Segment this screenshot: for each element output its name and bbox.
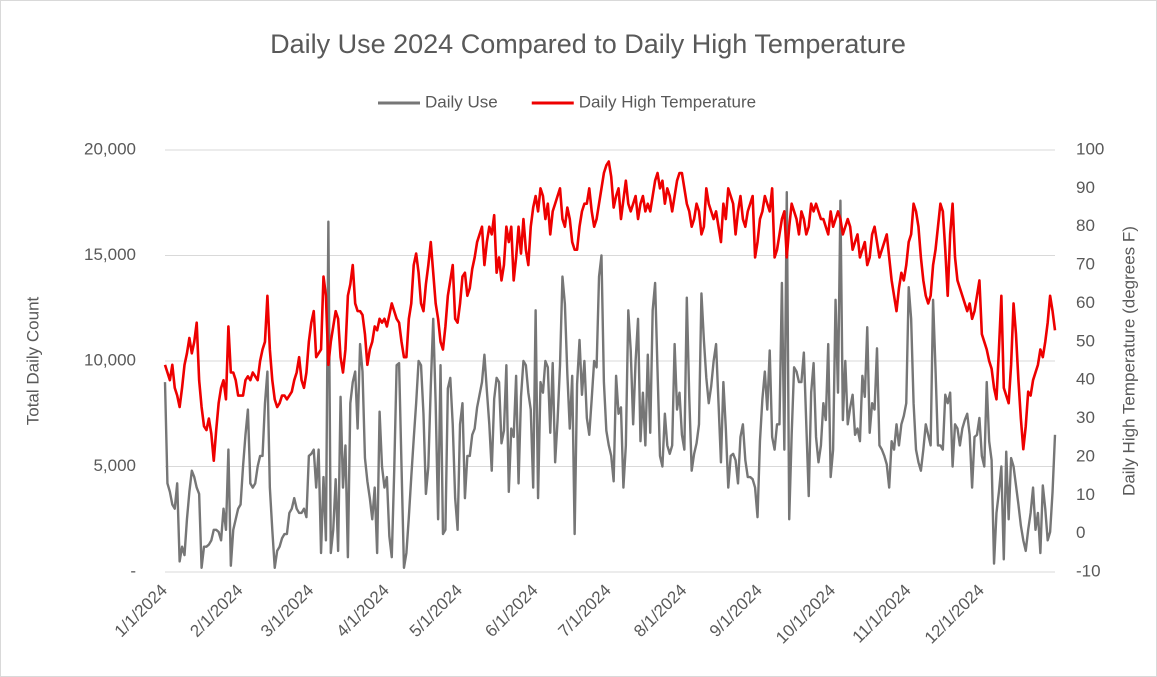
chart-title: Daily Use 2024 Compared to Daily High Te… [270, 29, 906, 59]
y2-tick-label: 10 [1076, 485, 1095, 504]
y2-tick-label: 80 [1076, 216, 1095, 235]
y2-tick-label: 20 [1076, 446, 1095, 465]
y2-tick-label: 50 [1076, 331, 1095, 350]
y2-tick-label: 100 [1076, 139, 1104, 158]
y2-tick-label: 70 [1076, 255, 1095, 274]
legend-label: Daily High Temperature [579, 92, 756, 111]
y-tick-label: 5,000 [93, 456, 136, 475]
y2-tick-label: -10 [1076, 561, 1101, 580]
series-line [163, 160, 1057, 463]
series-line [163, 191, 1057, 569]
y-tick-label: 15,000 [84, 245, 136, 264]
y-tick-label: - [130, 561, 136, 580]
legend-label: Daily Use [425, 92, 498, 111]
y2-tick-label: 90 [1076, 178, 1095, 197]
y2-tick-label: 40 [1076, 370, 1095, 389]
y2-axis-label: Daily High Temperature (degrees F) [1119, 226, 1138, 496]
y-tick-label: 20,000 [84, 139, 136, 158]
y-tick-label: 10,000 [84, 350, 136, 369]
y2-tick-label: 30 [1076, 408, 1095, 427]
y2-tick-label: 60 [1076, 293, 1095, 312]
y-axis-label: Total Daily Count [23, 296, 42, 425]
y2-tick-label: 0 [1076, 523, 1085, 542]
